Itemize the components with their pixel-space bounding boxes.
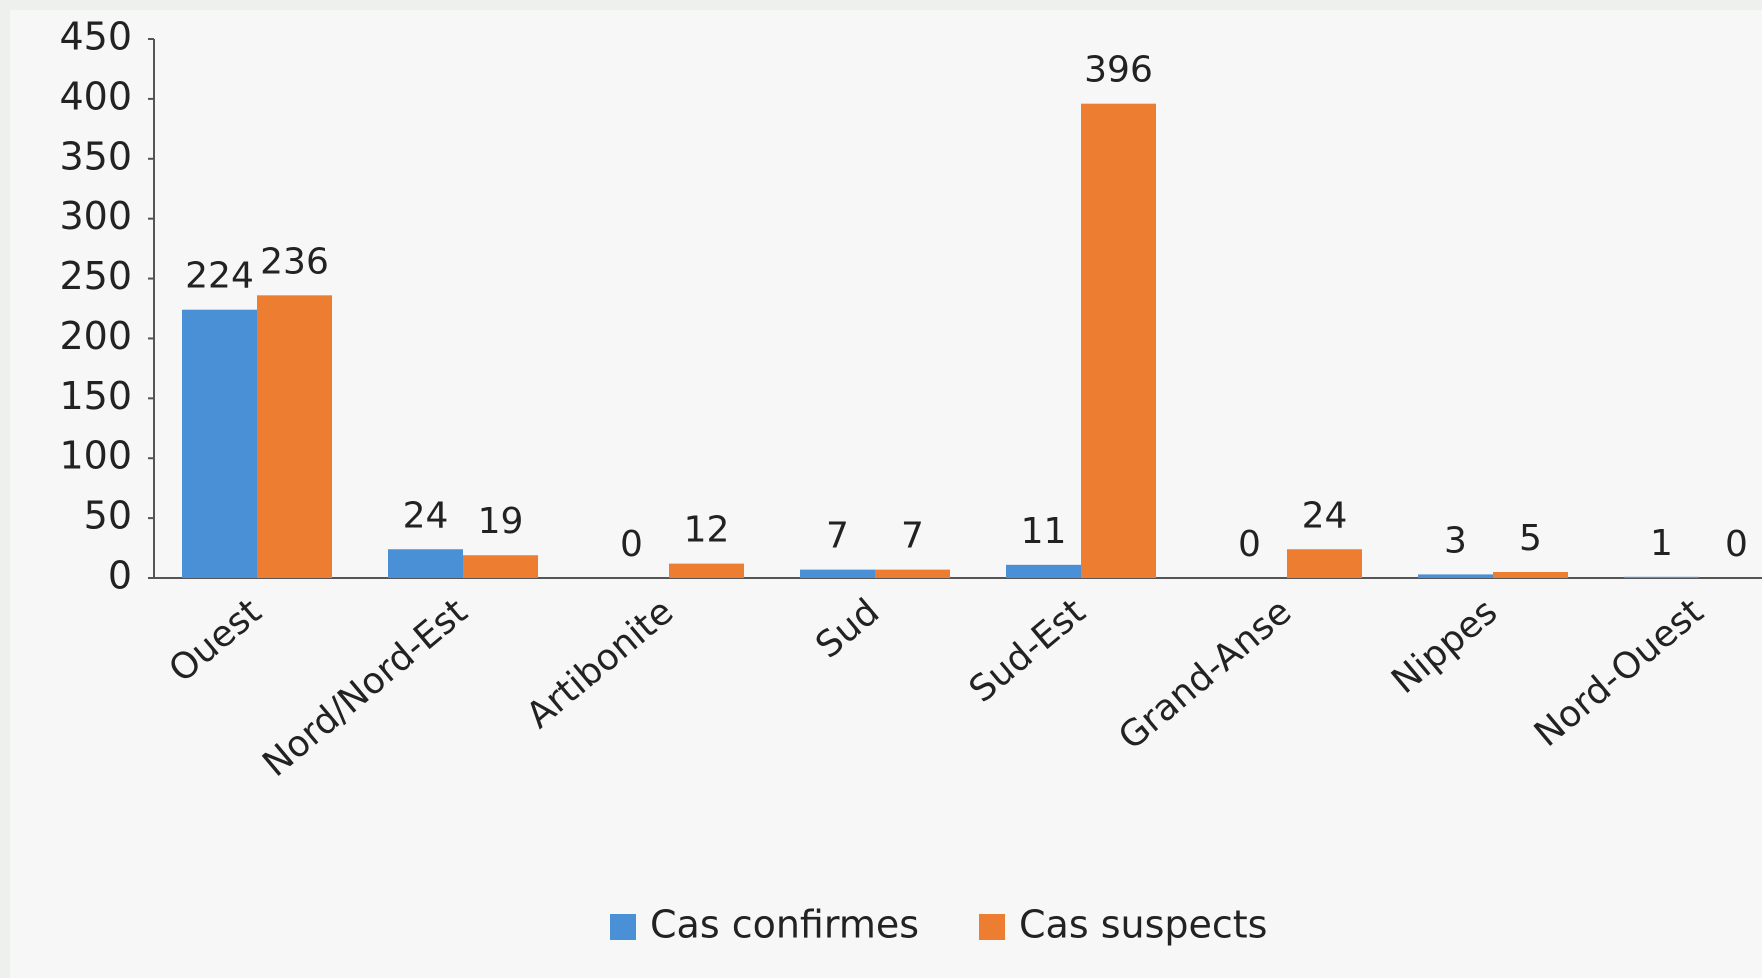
bar: [669, 564, 744, 578]
bar: [875, 570, 950, 578]
legend-label: Cas suspects: [1019, 903, 1267, 947]
bar: [1418, 574, 1493, 578]
legend-swatch: [979, 914, 1005, 940]
y-tick-label: 450: [59, 15, 132, 59]
value-label: 0: [1238, 524, 1261, 565]
value-label: 7: [826, 516, 849, 557]
bar: [800, 570, 875, 578]
bar: [257, 295, 332, 578]
bar: [1081, 104, 1156, 578]
value-label: 0: [1725, 524, 1748, 565]
y-tick-label: 300: [59, 194, 132, 238]
bar: [182, 310, 257, 578]
y-tick-label: 0: [108, 554, 132, 598]
bar: [388, 549, 463, 578]
value-label: 11: [1021, 511, 1067, 552]
y-tick-label: 350: [59, 134, 132, 178]
y-tick-label: 150: [59, 374, 132, 418]
legend-swatch: [610, 914, 636, 940]
value-label: 224: [185, 256, 254, 297]
y-tick-label: 200: [59, 314, 132, 358]
bar: [1287, 549, 1362, 578]
value-label: 3: [1444, 520, 1467, 561]
y-tick-label: 250: [59, 254, 132, 298]
value-label: 24: [1302, 495, 1348, 536]
value-label: 5: [1519, 518, 1542, 559]
value-label: 19: [478, 501, 524, 542]
value-label: 12: [684, 510, 730, 551]
chart: 050100150200250300350400450Ouest224236No…: [0, 0, 1762, 978]
legend-label: Cas confirmes: [650, 903, 919, 947]
value-label: 24: [403, 495, 449, 536]
bar: [463, 555, 538, 578]
y-tick-label: 50: [84, 494, 132, 538]
bar: [1493, 572, 1568, 578]
value-label: 396: [1084, 50, 1153, 91]
value-label: 1: [1650, 523, 1673, 564]
value-label: 0: [620, 524, 643, 565]
value-label: 236: [260, 241, 329, 282]
value-label: 7: [901, 516, 924, 557]
bar: [1624, 577, 1699, 578]
y-tick-label: 400: [59, 74, 132, 118]
bar: [1006, 565, 1081, 578]
y-tick-label: 100: [59, 434, 132, 478]
